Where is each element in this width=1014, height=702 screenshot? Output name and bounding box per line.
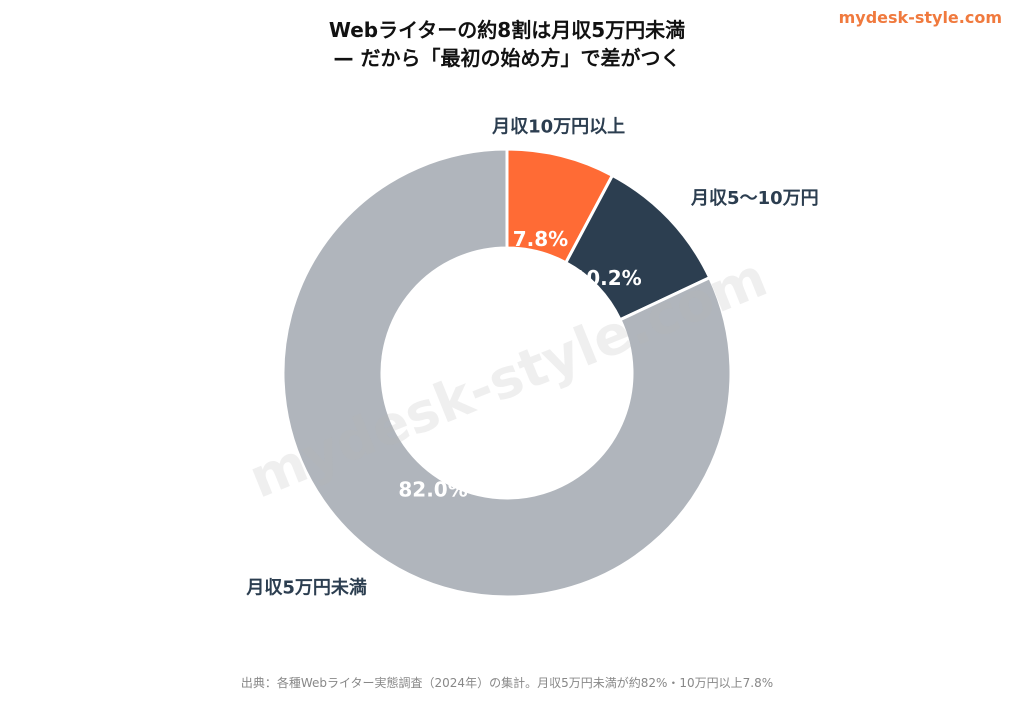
chart-title-line2: — だから「最初の始め方」で差がつく: [333, 46, 681, 70]
slice-mid-category-label: 月収5〜10万円: [690, 188, 819, 209]
slice-low-category-label: 月収5万円未満: [245, 576, 367, 598]
chart-title-line1: Webライターの約8割は月収5万円未満: [328, 18, 686, 42]
slice-low-value-label: 82.0%: [398, 478, 467, 502]
source-note: 出典：各種Webライター実態調査（2024年）の集計。月収5万円未満が約82%・…: [240, 676, 774, 690]
slice-high-category-label: 月収10万円以上: [491, 117, 625, 138]
slice-low-wedge: [281, 147, 733, 599]
brand-label: mydesk-style.com: [838, 8, 1002, 27]
slice-mid-value-label: 10.2%: [572, 266, 641, 290]
slice-high-value-label: 7.8%: [513, 227, 568, 251]
